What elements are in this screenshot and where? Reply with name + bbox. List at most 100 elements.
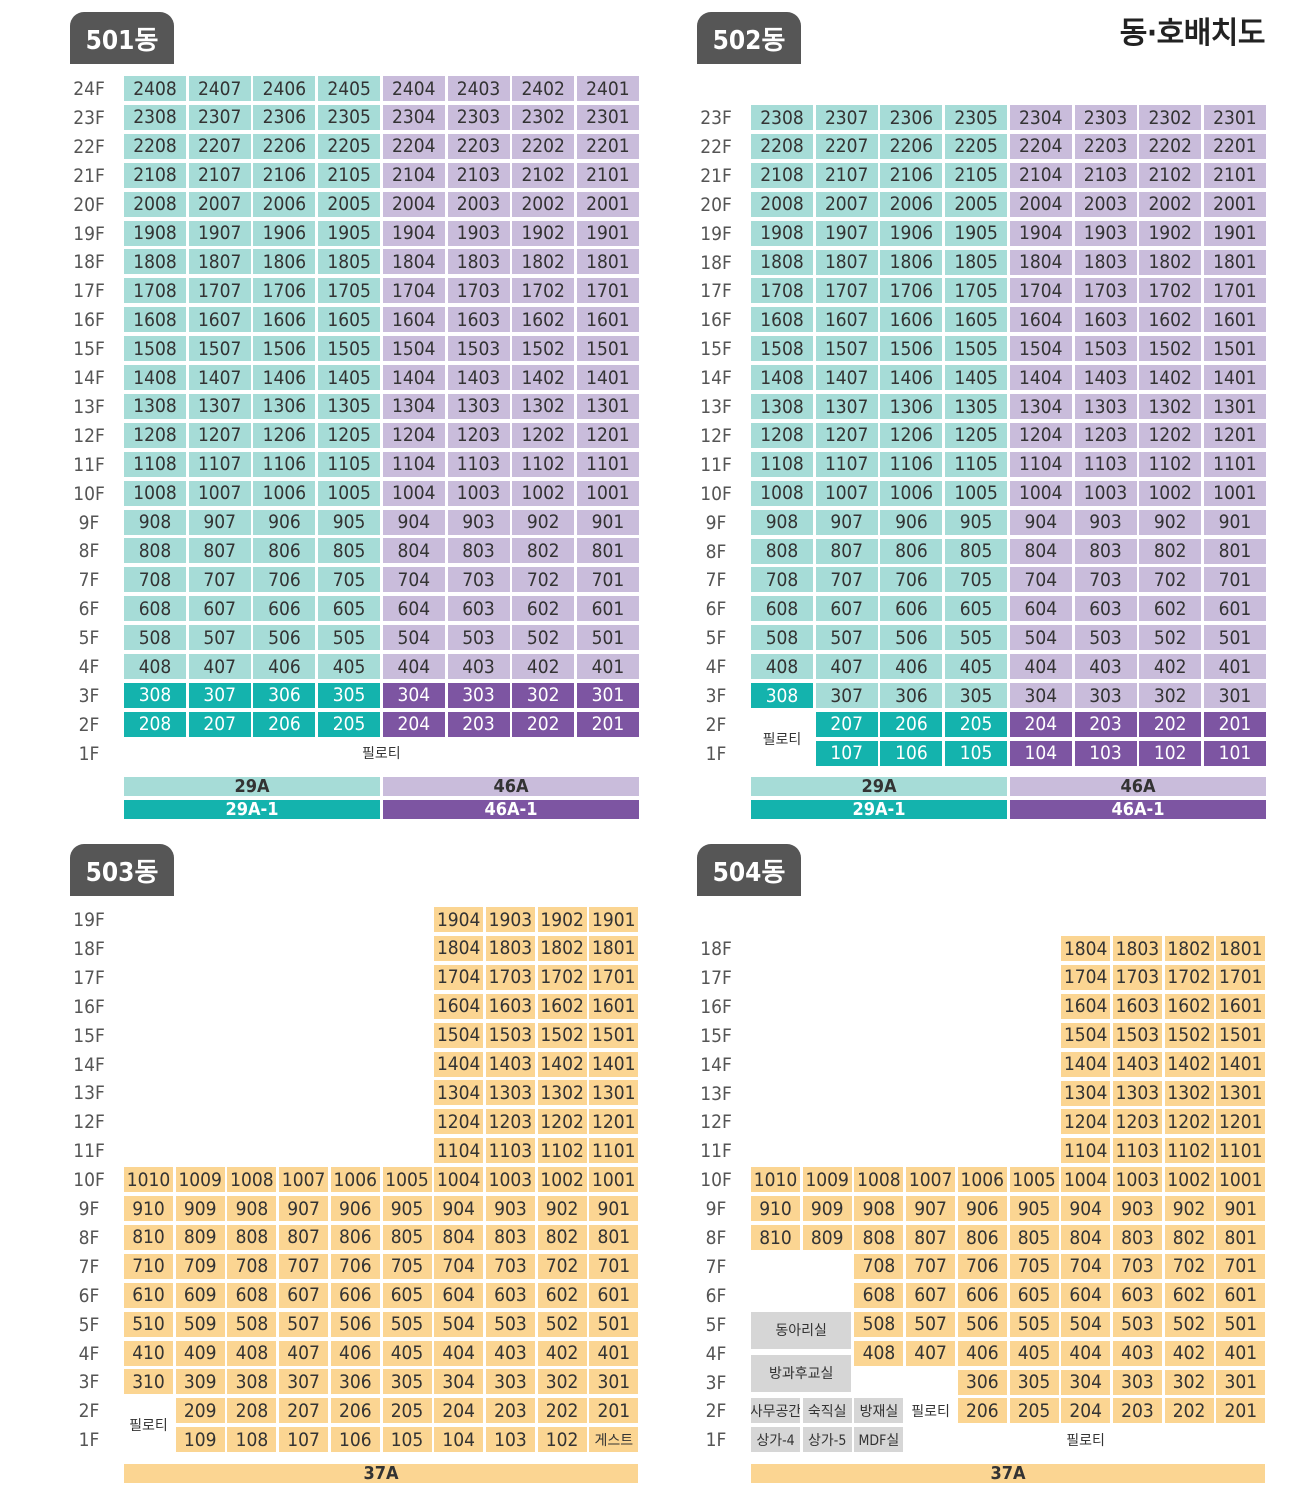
unit-cell: 1305: [318, 393, 381, 419]
unit-cell: 2405: [318, 76, 381, 101]
unit-cell: 404: [1061, 1340, 1111, 1366]
unit-cell: 402: [1139, 654, 1202, 680]
unit-cell: 1602: [1164, 993, 1214, 1019]
floor-label: 22F: [700, 135, 732, 158]
pilotis-label: 필로티: [1066, 1432, 1105, 1449]
unit-cell: 1501: [589, 1022, 639, 1048]
unit-cell: 1203: [1074, 422, 1137, 448]
unit-cell: 604: [382, 596, 445, 622]
unit-cell: 706: [253, 567, 316, 593]
unit-cell: 905: [382, 1196, 432, 1221]
unit-cell: 904: [382, 509, 445, 535]
unit-cell: 308: [124, 682, 186, 708]
unit-cell: 810: [124, 1224, 173, 1250]
unit-cell: 1105: [945, 451, 1008, 477]
floor-label: 5F: [78, 627, 100, 650]
unit-cell: 2107: [188, 162, 251, 188]
unit-cell: 407: [906, 1340, 956, 1366]
unit-cell: 2401: [576, 76, 639, 101]
unit-cell: 708: [854, 1253, 904, 1279]
unit-cell: 703: [485, 1253, 535, 1279]
unit-cell: 207: [279, 1398, 329, 1424]
unit-cell: 309: [175, 1369, 225, 1395]
unit-cell: 1303: [1074, 394, 1137, 419]
unit-cell: 1702: [512, 278, 575, 304]
floor-label: 12F: [73, 424, 105, 447]
unit-cell: 803: [1074, 538, 1137, 564]
unit-cell: 202: [1139, 711, 1202, 737]
unit-cell: 303: [485, 1369, 535, 1395]
floor-label: 10F: [700, 482, 732, 505]
unit-cell: 1705: [318, 278, 381, 304]
unit-cell: 910: [751, 1196, 800, 1222]
floor-label: 3F: [78, 684, 100, 707]
unit-cell: 801: [576, 538, 639, 564]
unit-cell: 805: [318, 538, 381, 564]
unit-cell: 2204: [382, 133, 445, 159]
unit-cell: 1705: [945, 278, 1008, 304]
floor-label: 6F: [78, 598, 100, 621]
unit-type-bar: 29A: [751, 776, 1007, 797]
floor-label: 19F: [700, 222, 732, 245]
unit-cell: 1004: [1009, 480, 1072, 506]
unit-cell: 510: [124, 1311, 173, 1337]
floor-label: 10F: [700, 1169, 732, 1192]
unit-type-bar: 29A: [124, 776, 380, 797]
floor-label: 8F: [705, 1227, 727, 1249]
unit-cell: 1002: [1139, 480, 1202, 506]
unit-cell: 1601: [1203, 307, 1266, 333]
unit-cell: 1001: [1203, 480, 1266, 506]
floor-label: 14F: [700, 1053, 732, 1076]
unit-cell: 2006: [880, 191, 943, 217]
unit-cell: 703: [1074, 567, 1137, 593]
unit-cell: 1602: [1139, 307, 1202, 333]
unit-cell: 1006: [957, 1167, 1007, 1193]
unit-cell: 407: [188, 654, 251, 679]
unit-cell: 1704: [382, 278, 445, 304]
unit-cell: 2301: [1203, 105, 1266, 130]
unit-cell: 504: [1061, 1311, 1111, 1337]
unit-cell: 101: [1203, 740, 1266, 766]
unit-cell: 1803: [1112, 936, 1162, 961]
unit-cell: 2101: [1203, 162, 1266, 188]
floor-label: 19F: [73, 222, 105, 245]
unit-cell: 2308: [124, 104, 186, 130]
unit-cell: 806: [330, 1224, 380, 1250]
facility-club-room: 동아리실: [751, 1311, 852, 1349]
unit-cell: 903: [1112, 1196, 1162, 1222]
unit-cell: 208: [124, 711, 186, 737]
unit-cell: 1708: [124, 278, 186, 304]
unit-cell: 1703: [485, 964, 535, 990]
unit-cell: 1403: [485, 1051, 535, 1077]
unit-cell: 1902: [512, 220, 575, 246]
unit-cell: 904: [1061, 1196, 1111, 1222]
unit-cell: 401: [1203, 654, 1266, 680]
unit-cell: 1604: [434, 993, 484, 1019]
unit-cell: 104: [1009, 740, 1072, 766]
unit-cell: 1004: [382, 480, 445, 506]
unit-cell: 906: [957, 1196, 1007, 1222]
unit-cell: 1701: [1216, 964, 1266, 990]
unit-cell: 406: [330, 1340, 380, 1366]
unit-cell: 407: [815, 654, 878, 680]
unit-cell: 1708: [751, 278, 813, 304]
unit-cell: 1502: [512, 336, 575, 362]
unit-cell: 1106: [253, 451, 316, 477]
unit-cell: 307: [815, 683, 878, 708]
unit-cell: 508: [124, 625, 186, 651]
unit-cell: 1603: [447, 307, 510, 333]
facility-night-duty-room: 숙직실: [802, 1398, 852, 1424]
unit-cell: 907: [906, 1196, 956, 1222]
unit-cell: 2002: [1139, 191, 1202, 217]
unit-cell: 608: [227, 1282, 277, 1308]
unit-cell: 2104: [1009, 162, 1072, 188]
floor-label: 9F: [705, 1198, 727, 1221]
unit-cell: 509: [175, 1311, 225, 1337]
unit-cell: 409: [175, 1340, 225, 1366]
floor-label: 19F: [73, 909, 105, 931]
unit-cell: 1704: [1009, 278, 1072, 304]
unit-cell: 1707: [815, 278, 878, 304]
unit-cell: 801: [589, 1224, 639, 1250]
floor-label: 14F: [700, 367, 732, 390]
unit-cell: 1808: [751, 249, 813, 275]
